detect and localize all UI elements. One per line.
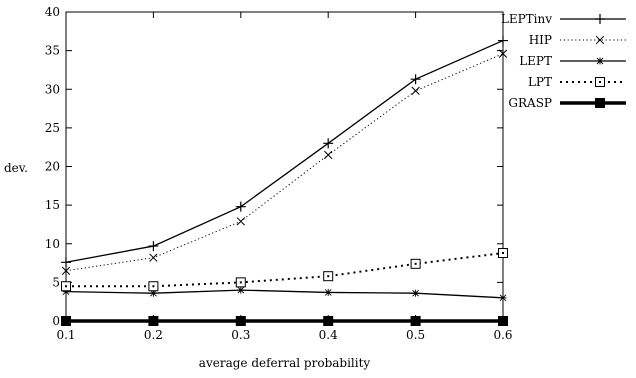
y-tick-label: 15 — [45, 198, 60, 212]
legend-label: LEPTinv — [501, 12, 552, 26]
data-point — [412, 289, 420, 297]
data-point — [237, 286, 245, 294]
data-point — [149, 289, 157, 297]
legend-marker — [595, 98, 605, 108]
data-point — [410, 258, 421, 269]
data-point — [324, 150, 333, 160]
legend: LEPTinv HIP LEPT LPT GRASP — [501, 12, 626, 110]
series-line — [65, 289, 504, 299]
y-tick-label: 35 — [45, 44, 60, 58]
legend-marker — [595, 77, 605, 87]
series-line — [66, 252, 504, 288]
plot-frame — [65, 11, 504, 322]
x-tick-label: 0.5 — [406, 328, 425, 342]
data-point — [235, 201, 246, 212]
y-tick-label: 20 — [45, 160, 60, 174]
legend-label: LEPT — [519, 54, 552, 68]
legend-label: GRASP — [508, 96, 552, 110]
data-point — [323, 316, 334, 326]
y-axis-title: dev. — [4, 161, 28, 175]
series-lpt — [61, 248, 508, 292]
data-point — [323, 271, 334, 282]
series-hip — [61, 49, 508, 275]
data-point — [148, 281, 159, 292]
y-tick-label: 30 — [45, 82, 60, 96]
data-point — [411, 86, 420, 95]
series-line — [65, 39, 504, 263]
y-tick-label: 0 — [52, 314, 60, 328]
y-tick-label: 5 — [52, 275, 60, 289]
x-tick-label: 0.2 — [144, 328, 163, 342]
series-line — [65, 53, 504, 272]
data-point — [62, 288, 70, 296]
data-point — [498, 316, 508, 326]
data-point — [236, 217, 245, 226]
series-leptinv — [61, 35, 508, 268]
legend-label: LPT — [528, 75, 552, 89]
legend-marker — [595, 14, 605, 24]
y-tick-label: 10 — [45, 237, 60, 251]
legend-label: HIP — [529, 33, 552, 47]
data-point — [410, 316, 421, 326]
plot-area — [65, 11, 504, 322]
legend-marker — [595, 35, 605, 45]
data-point — [61, 266, 71, 275]
x-tick-label: 0.3 — [231, 328, 250, 342]
data-point — [235, 277, 246, 288]
data-point — [498, 49, 508, 58]
data-point — [61, 281, 71, 292]
legend-marker — [596, 57, 604, 65]
x-tick-label: 0.4 — [319, 328, 338, 342]
data-point — [61, 316, 71, 326]
data-point — [149, 253, 158, 262]
data-point — [410, 74, 421, 85]
data-point — [148, 241, 159, 252]
data-point — [324, 288, 332, 296]
data-point — [498, 35, 508, 46]
data-point — [61, 257, 71, 268]
y-tick-label: 25 — [45, 121, 60, 135]
series-lept — [62, 286, 507, 302]
data-point — [498, 248, 508, 259]
data-point — [148, 316, 159, 326]
data-point — [235, 316, 246, 326]
x-axis-title: average deferral probability — [199, 356, 371, 370]
data-point — [323, 138, 334, 149]
data-point — [499, 294, 507, 302]
series-layer — [61, 35, 508, 326]
x-axis: 0.1 0.2 0.3 0.4 0.5 0.6 — [56, 12, 513, 342]
series-grasp — [61, 316, 508, 326]
x-tick-label: 0.6 — [493, 328, 512, 342]
x-tick-label: 0.1 — [56, 328, 75, 342]
y-tick-label: 40 — [45, 5, 60, 19]
y-axis: 0 5 10 15 20 25 30 35 40 — [45, 5, 503, 328]
